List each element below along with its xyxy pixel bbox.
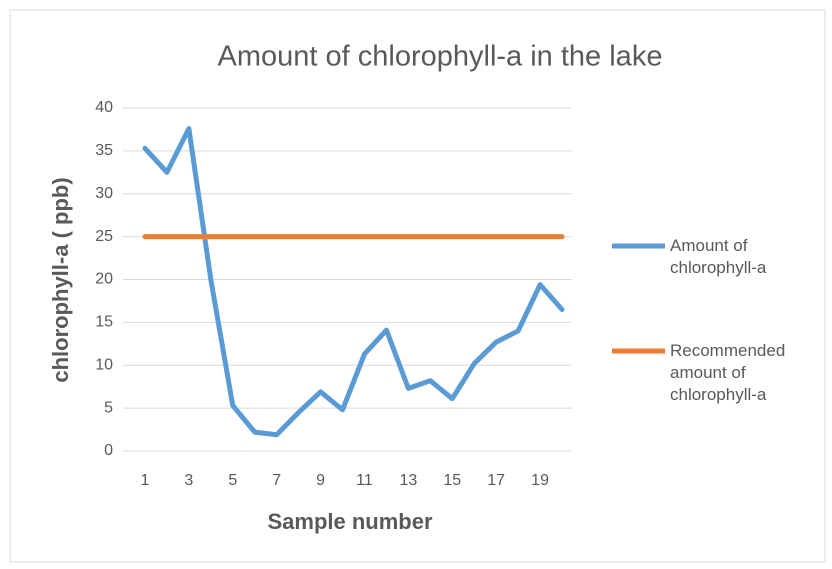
x-tick-label: 1 [141, 472, 150, 489]
y-tick-label: 0 [104, 442, 113, 459]
y-tick-label: 25 [95, 228, 113, 245]
legend-label: Amount of chlorophyll-a [670, 236, 767, 277]
data-line [142, 126, 565, 438]
y-tick-label: 30 [95, 185, 113, 202]
x-tick-label: 3 [184, 472, 193, 489]
x-axis-label: Sample number [267, 509, 432, 534]
chart-border [9, 9, 826, 563]
x-tick-label: 19 [531, 472, 549, 489]
x-tick-label: 15 [443, 472, 461, 489]
y-tick-label: 35 [95, 142, 113, 159]
x-tick-label: 17 [487, 472, 505, 489]
y-tick-label: 40 [95, 99, 113, 116]
y-tick-label: 20 [95, 271, 113, 288]
x-tick-label: 7 [272, 472, 281, 489]
x-tick-label: 9 [316, 472, 325, 489]
chart-title: Amount of chlorophyll-a in the lake [218, 41, 663, 73]
y-axis-label: chlorophyll-a ( ppb) [48, 177, 73, 382]
x-tick-label: 13 [399, 472, 417, 489]
legend-label: Recommended amount of chlorophyll-a [670, 341, 786, 404]
x-tick-label: 5 [228, 472, 237, 489]
y-tick-label: 10 [95, 356, 113, 373]
y-tick-label: 15 [95, 314, 113, 331]
y-tick-label: 5 [104, 399, 113, 416]
x-tick-label: 11 [356, 472, 373, 489]
